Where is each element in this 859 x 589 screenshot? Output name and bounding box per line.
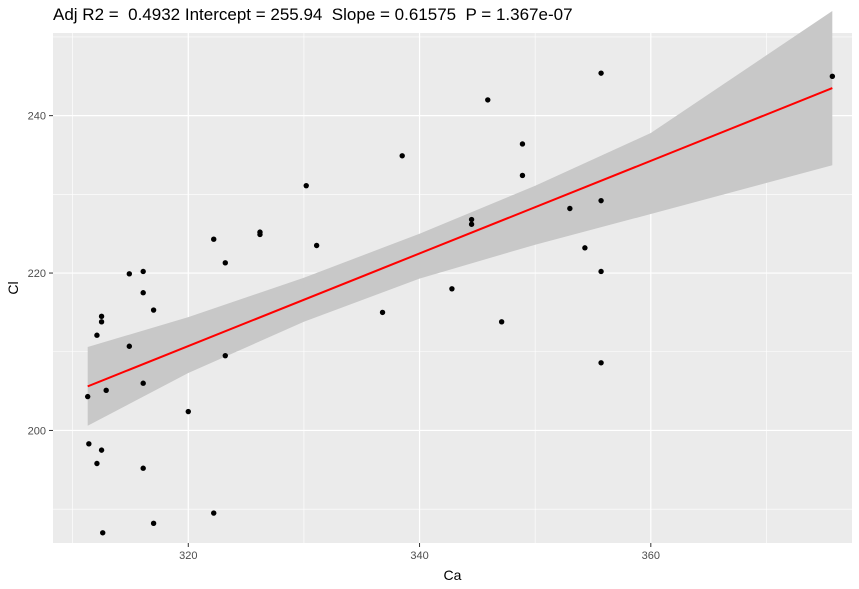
- data-point: [313, 242, 320, 249]
- data-point: [185, 408, 191, 415]
- data-point: [126, 343, 133, 349]
- data-point: [598, 70, 604, 76]
- x-axis-title: Ca: [444, 567, 462, 583]
- data-point: [140, 290, 146, 296]
- data-point: [103, 387, 109, 394]
- data-point: [86, 441, 92, 447]
- data-point: [449, 286, 455, 292]
- data-point: [567, 205, 573, 212]
- x-tick-label: 360: [642, 550, 660, 562]
- data-point: [598, 360, 604, 366]
- data-point: [468, 221, 475, 227]
- data-point: [303, 182, 309, 189]
- data-point: [98, 447, 105, 453]
- data-point: [257, 231, 263, 238]
- data-point: [598, 268, 604, 275]
- y-tick-label: 200: [28, 425, 46, 437]
- data-point: [498, 319, 505, 325]
- major-gridlines: [53, 33, 852, 543]
- data-point: [598, 197, 604, 204]
- data-point: [98, 313, 105, 320]
- data-point: [100, 530, 106, 536]
- data-point: [84, 393, 91, 400]
- regression-line: [87, 87, 833, 388]
- data-point: [150, 520, 157, 527]
- data-point: [211, 510, 217, 516]
- data-point: [379, 309, 386, 316]
- y-axis-title: Cl: [5, 281, 21, 294]
- data-point: [222, 260, 228, 266]
- data-point: [94, 460, 100, 467]
- data-point: [582, 245, 588, 251]
- data-point: [829, 73, 836, 79]
- axes: 320 340 360 200 220 240: [28, 111, 660, 562]
- data-point: [140, 380, 146, 386]
- x-tick-label: 320: [179, 550, 197, 562]
- data-points: [84, 70, 836, 536]
- data-point: [94, 332, 100, 338]
- data-point: [150, 307, 157, 313]
- data-point: [222, 352, 228, 359]
- chart-title: Adj R2 = 0.4932 Intercept = 255.94 Slope…: [53, 5, 573, 24]
- y-tick-label: 240: [28, 111, 46, 123]
- data-point: [98, 319, 105, 325]
- data-point: [211, 236, 217, 242]
- confidence-band: [87, 11, 833, 426]
- data-point: [399, 153, 405, 159]
- data-point: [468, 216, 475, 223]
- data-point: [140, 268, 146, 275]
- data-point: [519, 141, 526, 147]
- data-point: [140, 465, 146, 471]
- data-point: [485, 97, 491, 103]
- data-point: [126, 271, 133, 277]
- data-point: [519, 172, 526, 179]
- y-tick-label: 220: [28, 268, 46, 280]
- x-tick-label: 340: [410, 550, 428, 562]
